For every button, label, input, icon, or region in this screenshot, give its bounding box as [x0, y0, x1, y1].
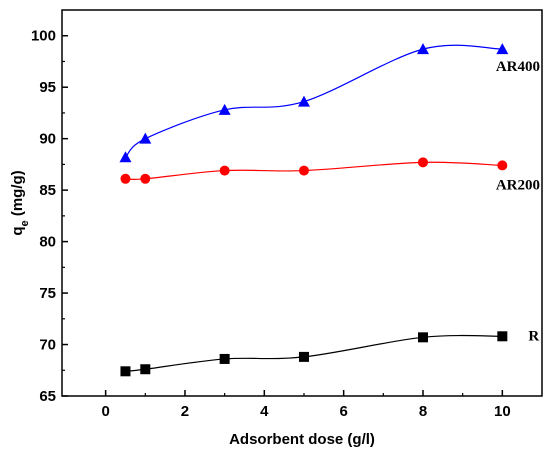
- data-point-r: [140, 364, 151, 375]
- y-tick-label: 65: [39, 388, 56, 405]
- x-tick-label: 10: [494, 403, 511, 420]
- series-label-ar200: AR200: [496, 177, 540, 193]
- series-line-ar200: [125, 161, 503, 181]
- data-point-ar400: [218, 103, 231, 115]
- data-point-ar400: [496, 43, 509, 55]
- data-point-r: [298, 351, 309, 362]
- data-point-r: [417, 332, 428, 343]
- y-axis-title: qe (mg/g): [9, 170, 31, 235]
- data-point-ar400: [119, 151, 132, 163]
- x-tick-label: 4: [260, 403, 269, 420]
- x-axis-title: Adsorbent dose (g/l): [229, 431, 375, 448]
- data-point-r: [497, 331, 508, 342]
- data-point-ar200: [120, 173, 131, 184]
- series-label-ar400: AR400: [496, 59, 540, 75]
- y-axis-title-main: q: [9, 226, 26, 235]
- series-markers: [119, 43, 509, 377]
- y-axis-title-unit: (mg/g): [9, 170, 26, 220]
- x-tick-label: 0: [101, 403, 109, 420]
- y-tick-label: 100: [31, 28, 56, 45]
- series-lines: [125, 44, 503, 372]
- data-point-ar400: [416, 43, 429, 55]
- data-point-ar400: [297, 95, 310, 107]
- y-tick-label: 80: [39, 234, 56, 251]
- x-tick-label: 8: [419, 403, 427, 420]
- data-point-ar200: [417, 157, 428, 168]
- data-point-ar200: [140, 173, 151, 184]
- y-tick-label: 90: [39, 131, 56, 148]
- x-tick-label: 6: [339, 403, 347, 420]
- series-labels: AR400 AR200 R: [496, 59, 540, 344]
- y-tick-label: 70: [39, 337, 56, 354]
- data-point-ar200: [219, 165, 230, 176]
- series-line-ar400: [125, 44, 503, 158]
- y-tick-label: 85: [39, 182, 56, 199]
- data-point-r: [120, 366, 131, 377]
- x-tick-label: 2: [181, 403, 189, 420]
- data-point-ar400: [139, 132, 152, 144]
- data-point-ar200: [298, 165, 309, 176]
- series-label-r: R: [528, 328, 539, 344]
- tick-layer: 0 2 4 6 8 10 65 70 75 80 85 90 95 100: [31, 28, 511, 420]
- data-point-r: [219, 353, 230, 364]
- data-point-ar200: [497, 160, 508, 171]
- y-tick-label: 75: [39, 285, 56, 302]
- series-line-r: [125, 334, 503, 372]
- y-axis-title-subscript: e: [19, 220, 31, 226]
- y-tick-label: 95: [39, 79, 56, 96]
- plot-frame: [61, 9, 543, 397]
